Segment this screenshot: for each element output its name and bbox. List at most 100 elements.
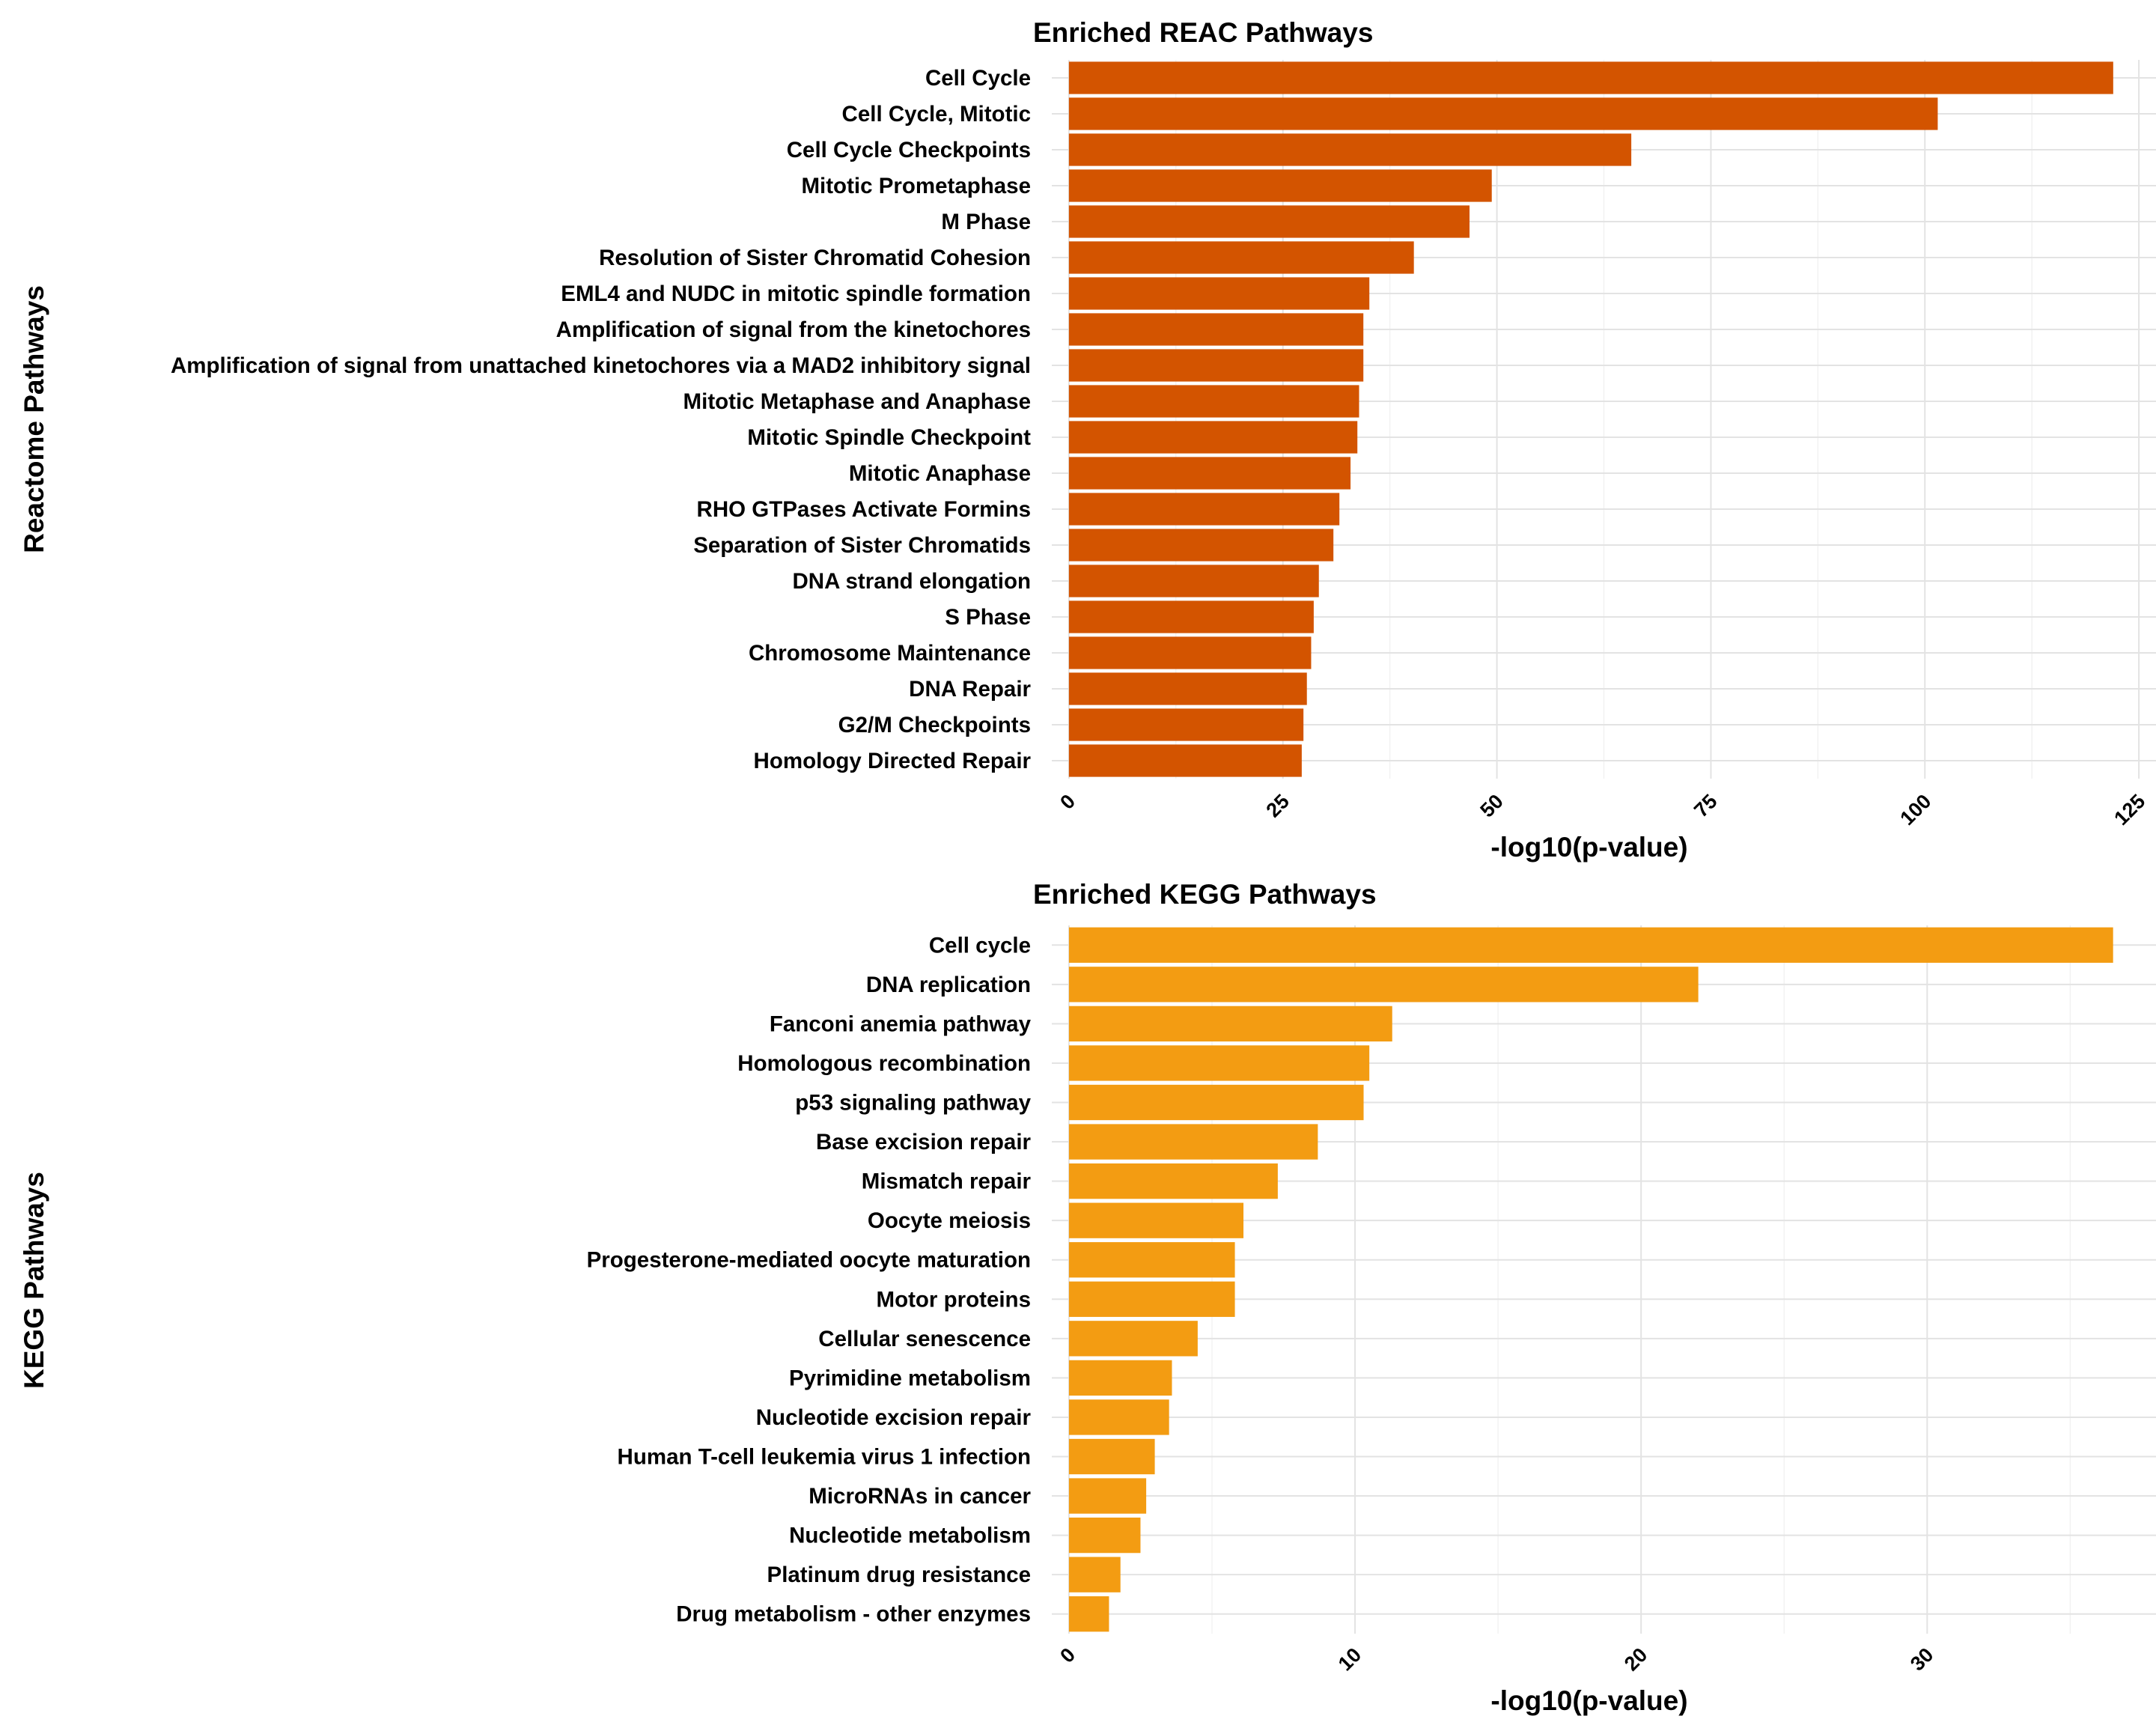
reac-bar (1068, 385, 1359, 418)
kegg-bar (1068, 1202, 1244, 1238)
kegg-x-tick-label: 0 (1056, 1643, 1079, 1667)
reac-bar (1068, 529, 1334, 562)
kegg-category-label: Cell cycle (929, 933, 1031, 958)
kegg-category-label: Platinum drug resistance (767, 1563, 1031, 1587)
kegg-bar (1068, 1321, 1198, 1357)
kegg-category-label: Mismatch repair (862, 1169, 1032, 1194)
reac-category-label: G2/M Checkpoints (838, 713, 1031, 737)
kegg-bar (1068, 1557, 1121, 1592)
kegg-x-tick-labels: 0 10 20 30 (1056, 1643, 1937, 1675)
kegg-bar (1068, 1399, 1169, 1435)
reac-bar (1068, 133, 1632, 166)
reac-category-label: RHO GTPases Activate Formins (697, 497, 1031, 522)
reac-category-label: Cell Cycle, Mitotic (842, 102, 1031, 127)
reac-bar (1068, 277, 1370, 310)
kegg-bar (1068, 1124, 1318, 1160)
reac-category-label: DNA Repair (909, 677, 1031, 702)
kegg-chart-title: Enriched KEGG Pathways (1033, 879, 1377, 910)
reac-bar (1068, 636, 1312, 669)
kegg-category-label: Pyrimidine metabolism (789, 1366, 1031, 1390)
reac-y-axis-title: Reactome Pathways (19, 285, 49, 553)
reac-x-axis-title: -log10(p-value) (1490, 832, 1687, 862)
reac-bar (1068, 97, 1938, 130)
reac-x-tick-label: 100 (1895, 790, 1935, 830)
reac-category-label: Mitotic Metaphase and Anaphase (683, 389, 1031, 414)
kegg-category-label: Homologous recombination (737, 1051, 1031, 1076)
reac-bar (1068, 457, 1351, 490)
reac-bar (1068, 600, 1314, 633)
reac-bar (1068, 313, 1364, 346)
kegg-category-label: MicroRNAs in cancer (808, 1484, 1031, 1509)
kegg-category-label: DNA replication (866, 973, 1031, 997)
kegg-category-label: Progesterone-mediated oocyte maturation (587, 1248, 1031, 1273)
kegg-y-axis-title: KEGG Pathways (19, 1172, 49, 1389)
reac-x-tick-label: 125 (2110, 790, 2149, 830)
kegg-bar (1068, 1242, 1235, 1278)
reac-bar (1068, 421, 1358, 454)
reac-x-tick-label: 50 (1476, 790, 1507, 821)
reac-category-label: Homology Directed Repair (754, 749, 1032, 773)
kegg-bar (1068, 1478, 1147, 1514)
kegg-bar (1068, 1596, 1109, 1632)
kegg-bar (1068, 1006, 1392, 1042)
kegg-bar (1068, 1045, 1370, 1081)
reac-category-label: Separation of Sister Chromatids (693, 533, 1031, 558)
kegg-category-label: Base excision repair (816, 1130, 1031, 1154)
reac-bar (1068, 61, 2113, 94)
kegg-bar (1068, 1517, 1141, 1554)
kegg-x-tick-label: 30 (1906, 1643, 1937, 1675)
reac-bar (1068, 565, 1319, 597)
reac-category-label: Amplification of signal from the kinetoc… (556, 317, 1031, 342)
kegg-category-label: p53 signaling pathway (795, 1091, 1031, 1116)
kegg-pathways-panel: Enriched KEGG Pathways Cell cycle DNA rep… (19, 879, 2156, 1716)
reac-bar (1068, 493, 1340, 526)
kegg-category-label: Oocyte meiosis (868, 1208, 1031, 1233)
kegg-bar (1068, 1281, 1235, 1317)
reac-grid (1052, 60, 2156, 779)
reac-category-label: Cell Cycle Checkpoints (787, 138, 1031, 162)
kegg-category-label: Drug metabolism - other enzymes (676, 1602, 1031, 1627)
reac-bar (1068, 708, 1304, 741)
kegg-x-tick-label: 20 (1620, 1643, 1651, 1675)
kegg-category-label: Human T-cell leukemia virus 1 infection (618, 1445, 1031, 1470)
reac-bar (1068, 241, 1414, 274)
reac-category-label: DNA strand elongation (793, 569, 1032, 594)
kegg-bar (1068, 927, 2113, 963)
reac-category-label: Cell Cycle (925, 66, 1031, 91)
reac-x-tick-label: 75 (1690, 790, 1721, 821)
reac-category-label: Chromosome Maintenance (749, 641, 1031, 666)
kegg-bars (1068, 927, 2113, 1632)
reac-bars (1068, 61, 2113, 777)
reac-category-label: Resolution of Sister Chromatid Cohesion (599, 246, 1031, 270)
reac-x-tick-label: 25 (1262, 790, 1294, 821)
reac-bar (1068, 744, 1302, 777)
kegg-category-label: Motor proteins (877, 1287, 1032, 1312)
kegg-bar (1068, 1163, 1278, 1199)
kegg-category-label: Nucleotide metabolism (789, 1524, 1031, 1548)
kegg-bar (1068, 967, 1699, 1003)
reac-chart-title: Enriched REAC Pathways (1033, 17, 1373, 48)
kegg-category-label: Fanconi anemia pathway (770, 1011, 1032, 1036)
reac-category-label: M Phase (941, 210, 1031, 234)
reac-bar (1068, 349, 1364, 382)
reac-category-label: Mitotic Prometaphase (801, 174, 1031, 198)
reac-category-label: S Phase (945, 605, 1031, 630)
reac-category-labels: Cell Cycle Cell Cycle, Mitotic Cell Cycle … (171, 66, 1032, 773)
kegg-category-label: Cellular senescence (818, 1327, 1031, 1351)
kegg-category-label: Nucleotide excision repair (756, 1405, 1032, 1430)
reac-category-label: Mitotic Anaphase (849, 461, 1031, 486)
reac-x-tick-labels: 0 25 50 75 100 125 (1056, 790, 2149, 830)
reac-x-tick-label: 0 (1056, 790, 1079, 814)
reac-bar (1068, 169, 1492, 202)
kegg-x-tick-label: 10 (1334, 1643, 1365, 1675)
kegg-bar (1068, 1438, 1155, 1475)
kegg-category-labels: Cell cycle DNA replication Fanconi anemia … (587, 933, 1032, 1626)
kegg-bar (1068, 1084, 1364, 1121)
kegg-x-axis-title: -log10(p-value) (1490, 1685, 1687, 1716)
kegg-bar (1068, 1360, 1172, 1396)
reac-bar (1068, 672, 1307, 705)
reac-category-label: Mitotic Spindle Checkpoint (747, 425, 1031, 450)
reac-bar (1068, 205, 1470, 238)
